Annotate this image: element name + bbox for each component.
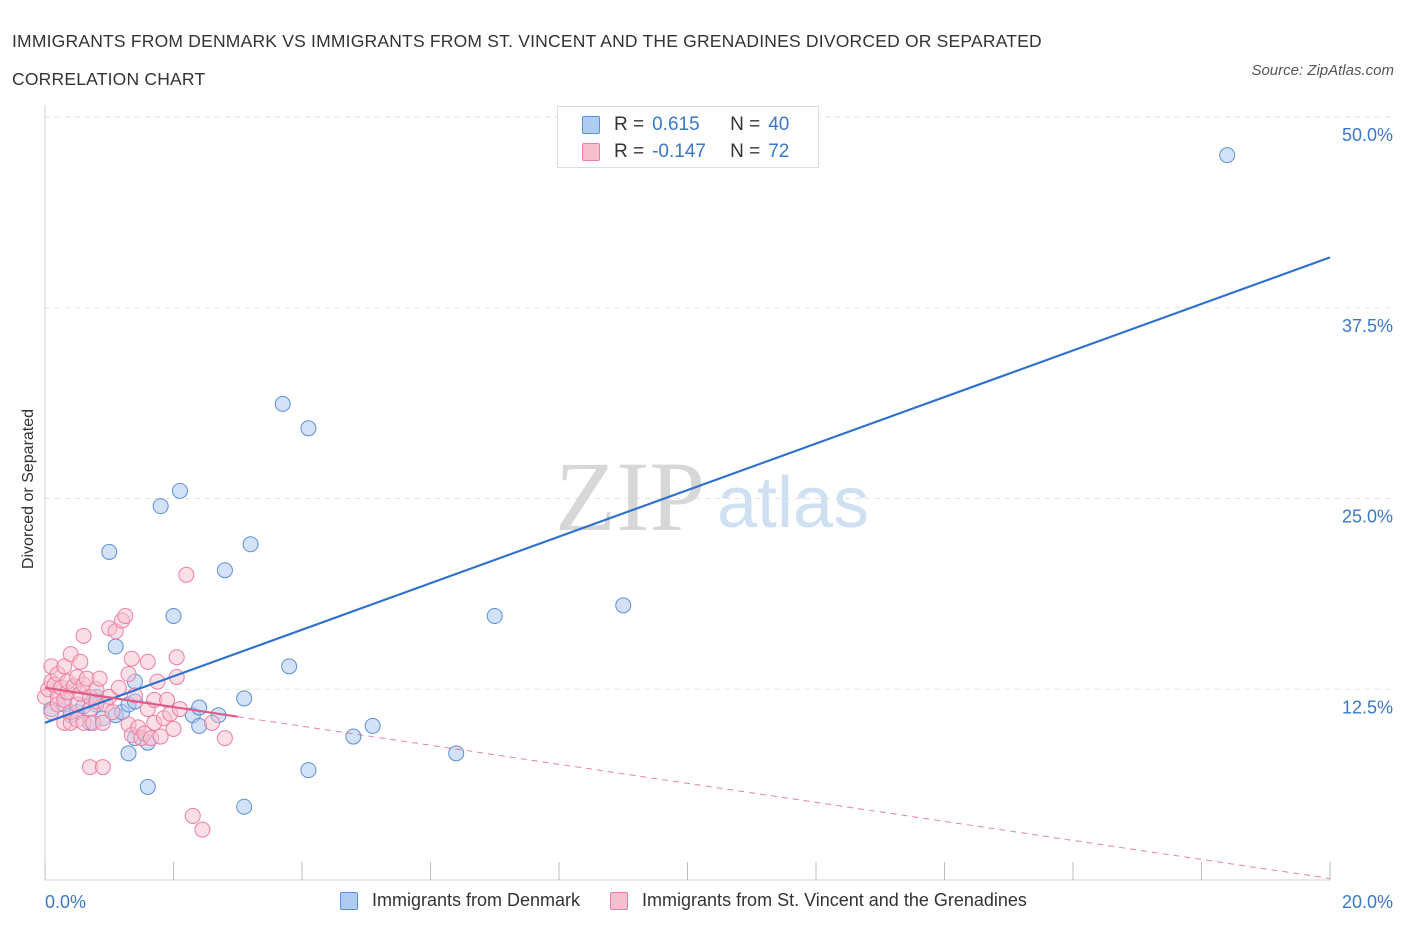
pink-swatch-icon — [582, 143, 600, 161]
data-point-denmark — [171, 482, 188, 499]
legend-label-st-vincent: Immigrants from St. Vincent and the Gren… — [642, 890, 1027, 910]
data-point-denmark — [101, 543, 118, 560]
chart-title: IMMIGRANTS FROM DENMARK VS IMMIGRANTS FR… — [12, 22, 1192, 98]
legend-item-st-vincent: Immigrants from St. Vincent and the Gren… — [610, 890, 1027, 911]
blue-swatch-icon — [582, 116, 600, 134]
data-point-denmark — [120, 745, 137, 762]
data-point-denmark — [448, 745, 465, 762]
r-label: R = — [614, 114, 645, 135]
data-point-st-vincent — [194, 821, 211, 838]
legend-item-denmark: Immigrants from Denmark — [340, 890, 580, 911]
series-st-vincent-points — [37, 566, 233, 838]
trend-line-st-vincent-dashed — [237, 716, 1331, 879]
data-point-denmark — [364, 717, 381, 734]
data-point-denmark — [281, 658, 298, 675]
data-point-denmark — [300, 420, 317, 437]
y-tick-label: 37.5% — [1342, 316, 1393, 336]
data-point-st-vincent — [168, 649, 185, 666]
data-point-denmark — [216, 562, 233, 579]
y-tick-label: 12.5% — [1342, 697, 1393, 717]
data-point-st-vincent — [117, 608, 134, 625]
data-point-denmark — [165, 608, 182, 625]
x-tick-label: 20.0% — [1342, 892, 1393, 912]
data-point-denmark — [1219, 147, 1236, 164]
data-point-st-vincent — [94, 759, 111, 776]
data-point-st-vincent — [104, 704, 121, 721]
data-point-st-vincent — [204, 714, 221, 731]
data-point-st-vincent — [178, 566, 195, 583]
stats-legend-row-denmark: R = 0.615 N = 40 — [582, 113, 789, 137]
trend-lines — [44, 256, 1331, 879]
data-point-st-vincent — [139, 653, 156, 670]
y-tick-label: 50.0% — [1342, 125, 1393, 145]
legend-label-denmark: Immigrants from Denmark — [372, 890, 581, 910]
data-point-denmark — [345, 728, 362, 745]
data-point-st-vincent — [184, 807, 201, 824]
data-point-st-vincent — [91, 670, 108, 687]
pink-swatch-icon — [610, 891, 629, 910]
grid-lines — [45, 116, 1390, 690]
n-value: 40 — [768, 114, 790, 135]
r-value: 0.615 — [652, 114, 700, 135]
data-point-denmark — [236, 690, 253, 707]
source-label: Source: ZipAtlas.com — [1251, 62, 1394, 79]
trend-line-st-vincent — [44, 686, 238, 718]
data-point-st-vincent — [216, 730, 233, 747]
data-point-denmark — [486, 608, 503, 625]
data-point-st-vincent — [75, 627, 92, 644]
stats-legend: R = 0.615 N = 40 R = -0.147 N = 72 — [557, 106, 819, 168]
chart-title-line2: CORRELATION CHART — [12, 69, 206, 89]
tick-labels: 12.5% 25.0% 37.5% 50.0% 0.0% 20.0% — [45, 125, 1393, 912]
blue-swatch-icon — [340, 891, 358, 910]
n-label: N = — [730, 114, 761, 135]
data-point-st-vincent — [72, 653, 89, 670]
chart-title-line1: IMMIGRANTS FROM DENMARK VS IMMIGRANTS FR… — [12, 31, 1042, 51]
data-point-denmark — [274, 395, 291, 412]
data-point-st-vincent — [152, 728, 169, 745]
n-value: 72 — [768, 141, 790, 162]
data-point-denmark — [107, 638, 124, 655]
data-point-st-vincent — [94, 714, 111, 731]
data-point-denmark — [139, 778, 156, 795]
axes — [44, 105, 1331, 881]
x-tick-label: 0.0% — [45, 892, 86, 912]
data-point-denmark — [300, 762, 317, 779]
data-point-st-vincent — [165, 720, 182, 737]
trend-line-denmark — [44, 256, 1331, 724]
data-point-denmark — [236, 798, 253, 815]
data-point-st-vincent — [123, 650, 140, 667]
r-value: -0.147 — [652, 141, 706, 162]
stats-legend-row-st-vincent: R = -0.147 N = 72 — [582, 140, 789, 164]
series-legend: Immigrants from Denmark Immigrants from … — [340, 890, 1057, 911]
watermark: ZIP atlas — [555, 441, 869, 552]
watermark-atlas: atlas — [717, 463, 869, 543]
n-label: N = — [730, 141, 761, 162]
data-point-denmark — [615, 597, 632, 614]
data-point-st-vincent — [110, 679, 127, 696]
data-point-st-vincent — [120, 665, 137, 682]
data-point-denmark — [242, 536, 259, 553]
watermark-zip: ZIP — [555, 441, 705, 552]
r-label: R = — [614, 141, 645, 162]
y-tick-label: 25.0% — [1342, 507, 1393, 527]
data-point-denmark — [152, 498, 169, 515]
